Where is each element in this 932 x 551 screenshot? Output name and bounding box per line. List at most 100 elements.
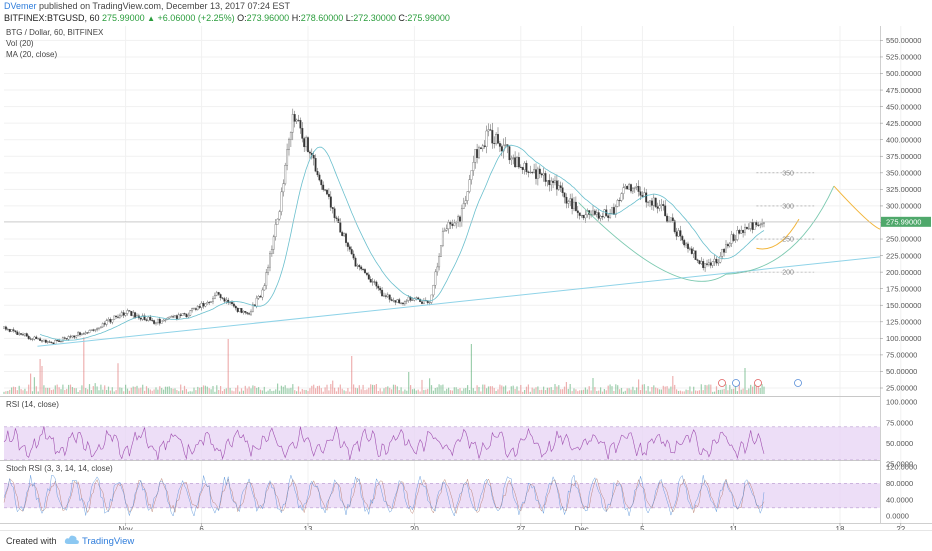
candle-body [369,279,372,283]
candle-body [709,262,712,266]
candle-body [50,341,53,344]
candle-body [690,248,693,254]
last-price-tag-label: 275.99000 [886,218,921,227]
candle-body [158,318,161,324]
candle-body [453,222,456,226]
candle-body [745,226,748,229]
candle-body [546,180,549,182]
x-tick-label: 6 [199,525,204,530]
candle-body [149,316,152,321]
candle-body [84,332,87,334]
candle-body [637,185,640,192]
candle-body [660,204,663,206]
volume-bar [710,384,712,394]
candle-body [685,243,688,246]
candle-body [544,173,547,182]
candle-body [345,233,347,243]
volume-bar [666,386,668,394]
candle-body [115,315,118,318]
chart-title: BTG / Dollar, 60, BITFINEX [6,28,104,37]
volume-bar [193,387,195,394]
candle-body [516,157,518,168]
candle-body [375,281,378,287]
volume-bar [753,384,756,394]
volume-bar [396,386,398,394]
event-marker-icon [754,379,762,387]
candle-body [525,162,528,173]
volume-bar [562,389,564,394]
volume-bars [3,337,765,394]
candle-body [246,312,249,314]
volume-bar [354,387,357,394]
candle-body [172,316,175,318]
volume-bar [723,388,725,394]
candle-body [90,329,93,331]
volume-bar [429,378,431,394]
candle-body [559,185,562,188]
candle-body [405,300,408,302]
x-tick-label: 18 [836,525,845,530]
candle-body [618,200,621,202]
candle-body [175,315,178,320]
volume-bar [687,390,689,394]
volume-bar [366,389,368,394]
tradingview-brand-link[interactable]: TradingView [82,536,135,547]
candle-body [99,326,102,329]
candle-body [417,297,420,300]
candle-body [485,130,488,147]
volume-bar [66,388,68,394]
volume-bar [56,384,58,394]
volume-bar [501,385,503,394]
candle-body [289,132,292,140]
candle-body [60,341,62,343]
volume-bar [31,391,34,394]
candle-body [687,243,689,249]
candle-body [29,338,32,340]
x-tick-label: 11 [729,525,738,530]
volume-bar [341,388,343,394]
volume-bar [750,384,752,394]
candle-body [517,157,520,168]
volume-bar [600,387,602,394]
candle-body [257,296,260,299]
candle-body [111,319,114,323]
candle-body [265,272,268,286]
trend-line [37,256,881,347]
candle-body [101,323,104,328]
volume-bar [235,387,237,394]
volume-bar [514,388,516,394]
candle-body [354,257,357,267]
candle-body [367,274,370,280]
volume-bar [463,388,465,394]
volume-bar [653,385,655,394]
volume-bar [12,386,15,394]
chart-area[interactable]: 350 300 250 200 550.00000 525.00000 500.00000… [0,26,932,530]
volume-bar [102,389,104,394]
candle-body [16,331,19,335]
volume-bar [598,390,600,394]
volume-bar [20,389,22,394]
candle-body [398,299,401,304]
candle-body [213,295,216,299]
volume-bar [400,387,402,394]
candle-body [491,130,494,144]
volume-bar [541,389,543,394]
volume-bar [664,386,666,394]
candle-body [601,216,604,218]
candle-body [14,330,17,333]
annotation-label: 200 [782,270,794,277]
volume-bar [601,391,604,394]
candle-body [272,236,275,250]
candle-body [628,184,631,190]
candle-body [742,230,745,233]
candle-body [531,171,534,173]
candle-body [755,222,758,226]
ma-line [39,144,765,341]
volume-bar [33,377,35,394]
candle-body [234,306,237,309]
author-link[interactable]: DVemer [4,1,37,11]
volume-bar [109,390,111,394]
volume-bar [64,390,66,394]
last-price-tag [881,216,931,227]
